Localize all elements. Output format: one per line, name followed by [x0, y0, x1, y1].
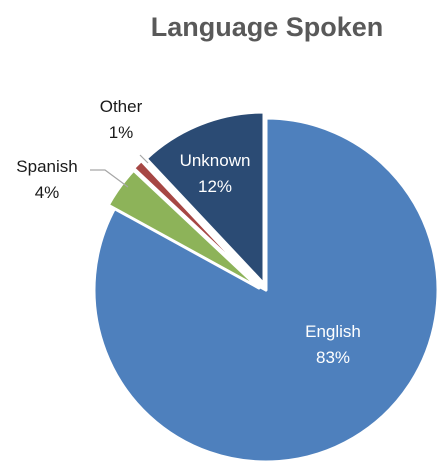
label-other-name: Other: [100, 97, 143, 116]
label-english-name: English: [305, 322, 361, 341]
label-unknown-name: Unknown: [180, 151, 251, 170]
label-spanish-value: 4%: [35, 183, 60, 202]
label-other-value: 1%: [109, 123, 134, 142]
label-english-value: 83%: [316, 348, 350, 367]
slice-english: [92, 116, 439, 462]
leader-line-spanish: [90, 169, 129, 188]
pie-slices: [92, 110, 439, 462]
slice-unknown: [144, 110, 266, 286]
leader-lines: [90, 154, 149, 188]
label-unknown-value: 12%: [198, 177, 232, 196]
label-spanish-name: Spanish: [16, 157, 77, 176]
slice-labels: English 83% Spanish 4% Other 1% Unknown 12%: [16, 97, 361, 367]
slice-other: [132, 159, 261, 288]
chart-title: Language Spoken: [150, 12, 384, 42]
leader-line-other: [139, 154, 149, 164]
